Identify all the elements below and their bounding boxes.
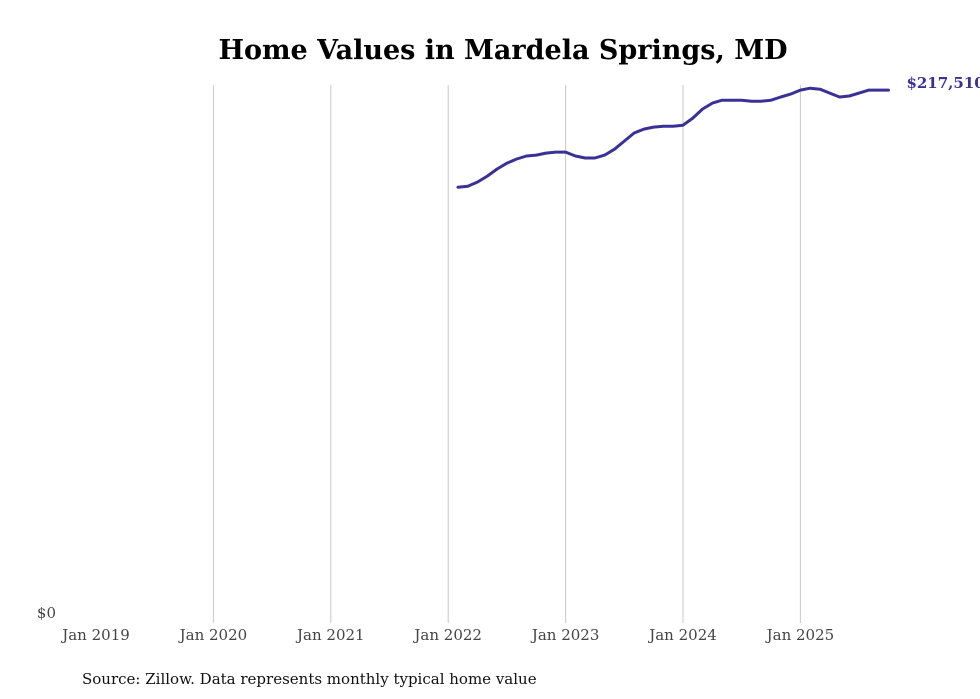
x-tick-label: Jan 2022: [412, 626, 482, 644]
x-tick-label: Jan 2021: [295, 626, 365, 644]
chart-title: Home Values in Mardela Springs, MD: [218, 35, 787, 66]
source-note: Source: Zillow. Data represents monthly …: [82, 670, 537, 688]
x-tick-label: Jan 2023: [530, 626, 600, 644]
x-tick-label: Jan 2020: [178, 626, 248, 644]
x-axis-ticks: Jan 2019 Jan 2020 Jan 2021 Jan 2022 Jan 2023…: [60, 626, 834, 644]
x-tick-label: Jan 2024: [647, 626, 717, 644]
series-line: [456, 86, 890, 189]
x-tick-label: Jan 2025: [765, 626, 835, 644]
x-tick-label: Jan 2019: [60, 626, 130, 644]
y-tick-label: $0: [37, 604, 56, 622]
end-value-label: $217,510: [906, 74, 980, 92]
gridlines: [212, 85, 801, 623]
